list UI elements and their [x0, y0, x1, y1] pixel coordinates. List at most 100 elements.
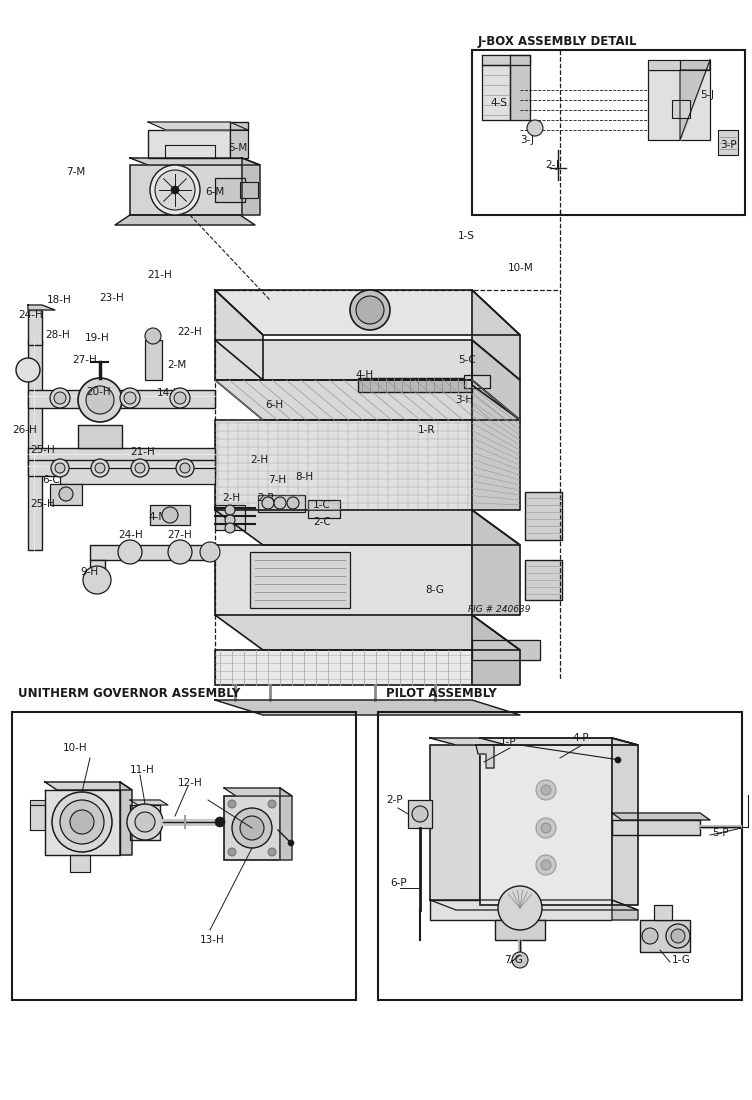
- Polygon shape: [612, 813, 710, 820]
- Bar: [28, 460, 215, 476]
- Circle shape: [536, 818, 556, 838]
- Polygon shape: [215, 615, 520, 650]
- Text: 5-C: 5-C: [458, 355, 476, 365]
- Bar: [472, 50, 745, 215]
- Bar: [12, 712, 356, 1000]
- Text: 9-H: 9-H: [80, 566, 98, 578]
- Circle shape: [127, 804, 163, 840]
- Polygon shape: [510, 55, 530, 120]
- Bar: [672, 100, 690, 118]
- Text: 1-G: 1-G: [672, 955, 691, 965]
- Bar: [654, 905, 672, 920]
- Circle shape: [51, 459, 69, 477]
- Circle shape: [225, 515, 235, 525]
- Circle shape: [180, 463, 190, 473]
- Text: 23-H: 23-H: [99, 293, 124, 303]
- Bar: [258, 495, 305, 512]
- Text: 1-R: 1-R: [418, 425, 435, 435]
- Circle shape: [412, 806, 428, 822]
- Polygon shape: [215, 290, 520, 336]
- Polygon shape: [472, 340, 520, 420]
- Text: 3-P: 3-P: [720, 140, 737, 150]
- Polygon shape: [215, 340, 472, 379]
- Circle shape: [60, 800, 104, 844]
- Text: 6-P: 6-P: [390, 878, 407, 888]
- Text: 4-M: 4-M: [148, 512, 167, 522]
- Text: 21-H: 21-H: [147, 270, 171, 280]
- Bar: [215, 505, 245, 530]
- Circle shape: [536, 780, 556, 800]
- Bar: [28, 310, 42, 345]
- Text: J-BOX ASSEMBLY DETAIL: J-BOX ASSEMBLY DETAIL: [478, 35, 638, 48]
- Circle shape: [228, 800, 236, 808]
- Polygon shape: [280, 788, 292, 860]
- Text: 2-H: 2-H: [222, 493, 240, 503]
- Bar: [308, 500, 340, 518]
- Bar: [50, 484, 82, 505]
- Polygon shape: [612, 820, 700, 835]
- Bar: [28, 448, 215, 464]
- Circle shape: [642, 928, 658, 944]
- Polygon shape: [476, 745, 494, 768]
- Bar: [148, 130, 230, 158]
- Circle shape: [52, 792, 112, 852]
- Circle shape: [262, 497, 274, 509]
- Text: 13-H: 13-H: [200, 935, 225, 945]
- Circle shape: [541, 785, 551, 795]
- Text: 3-H: 3-H: [455, 395, 473, 405]
- Circle shape: [135, 812, 155, 832]
- Text: 7-G: 7-G: [504, 955, 523, 965]
- Circle shape: [287, 497, 299, 509]
- Text: 4-H: 4-H: [355, 370, 373, 379]
- Text: 21-H: 21-H: [130, 447, 155, 456]
- Text: 25-H: 25-H: [30, 499, 55, 509]
- Text: 1-C: 1-C: [313, 500, 331, 510]
- Polygon shape: [70, 855, 90, 872]
- Polygon shape: [45, 790, 120, 855]
- Text: 8-G: 8-G: [425, 585, 444, 595]
- Bar: [28, 390, 215, 408]
- Polygon shape: [680, 60, 710, 140]
- Text: 3-J: 3-J: [520, 135, 534, 145]
- Bar: [430, 745, 480, 900]
- Polygon shape: [215, 290, 263, 380]
- Circle shape: [666, 924, 690, 948]
- Text: 2-C: 2-C: [313, 517, 331, 527]
- Circle shape: [240, 816, 264, 840]
- Polygon shape: [230, 122, 248, 130]
- Circle shape: [215, 817, 225, 827]
- Circle shape: [70, 810, 94, 834]
- Polygon shape: [482, 55, 530, 65]
- Bar: [378, 712, 742, 1000]
- Text: 7-H: 7-H: [268, 475, 286, 485]
- Text: 5-J: 5-J: [700, 90, 714, 100]
- Circle shape: [50, 388, 70, 408]
- Text: 27-H: 27-H: [167, 530, 192, 540]
- Circle shape: [268, 848, 276, 856]
- Circle shape: [145, 328, 161, 344]
- Text: 24-H: 24-H: [118, 530, 143, 540]
- Circle shape: [91, 459, 109, 477]
- Text: 27-H: 27-H: [72, 355, 97, 365]
- Polygon shape: [242, 158, 260, 214]
- Text: 5-M: 5-M: [228, 143, 247, 153]
- Circle shape: [356, 296, 384, 324]
- Polygon shape: [472, 510, 520, 615]
- Text: 19-H: 19-H: [85, 333, 110, 343]
- Circle shape: [225, 505, 235, 515]
- Bar: [90, 560, 105, 585]
- Text: 11-H: 11-H: [130, 764, 155, 776]
- Polygon shape: [680, 60, 710, 70]
- Circle shape: [124, 392, 136, 404]
- Polygon shape: [130, 805, 160, 840]
- Bar: [525, 560, 562, 600]
- Text: 24-H: 24-H: [18, 310, 43, 320]
- Text: 10-M: 10-M: [508, 263, 534, 273]
- Text: 2-P: 2-P: [386, 795, 402, 805]
- Circle shape: [131, 459, 149, 477]
- Text: 2-H: 2-H: [250, 455, 268, 465]
- Circle shape: [512, 952, 528, 968]
- Circle shape: [615, 757, 621, 763]
- Bar: [28, 340, 42, 550]
- Polygon shape: [430, 738, 638, 745]
